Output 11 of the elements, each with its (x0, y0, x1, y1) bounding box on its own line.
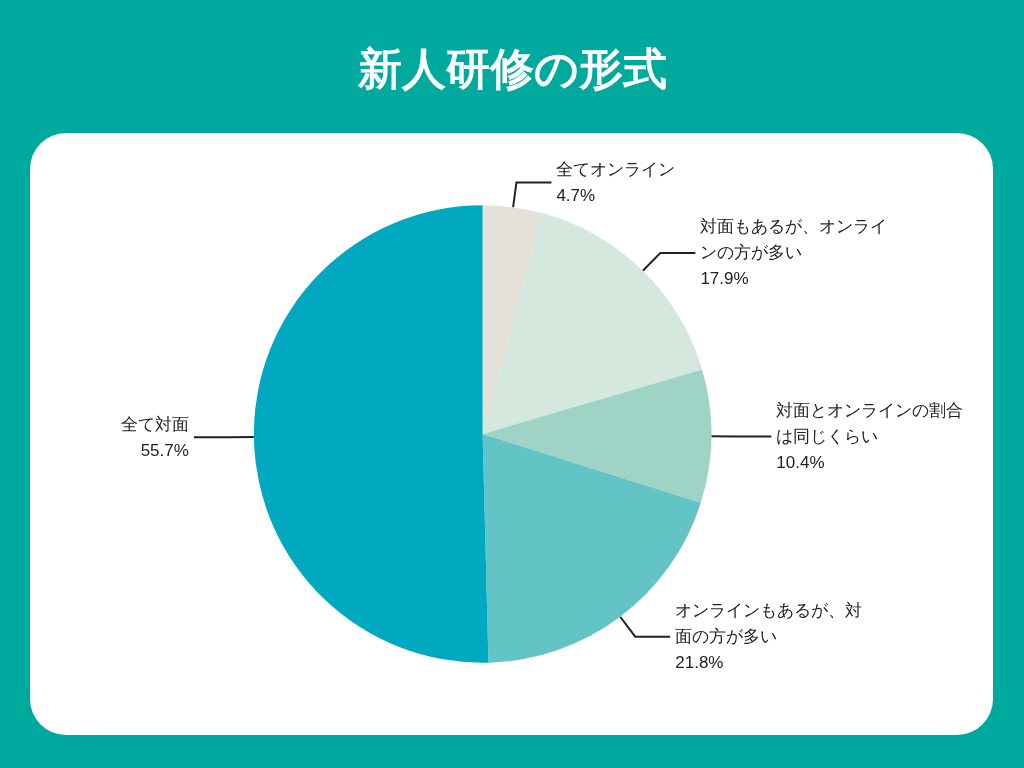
data-label: 55.7% (140, 440, 189, 460)
data-label: 10.4% (776, 453, 825, 473)
slice-label: 全てオンライン (556, 160, 676, 179)
chart-title: 新人研修の形式 (356, 42, 668, 96)
slice-label: 対面もあるが、オンラインの方が多い (700, 217, 888, 263)
data-label: 4.7% (556, 186, 596, 205)
slice-label: オンラインもあるが、対面の方が多い (675, 601, 863, 647)
data-label: 17.9% (700, 269, 749, 289)
slice-label: 対面とオンラインの割合は同じくらい (776, 401, 964, 447)
slice-label: 全て対面 (120, 414, 189, 434)
data-label: 21.8% (675, 653, 724, 673)
